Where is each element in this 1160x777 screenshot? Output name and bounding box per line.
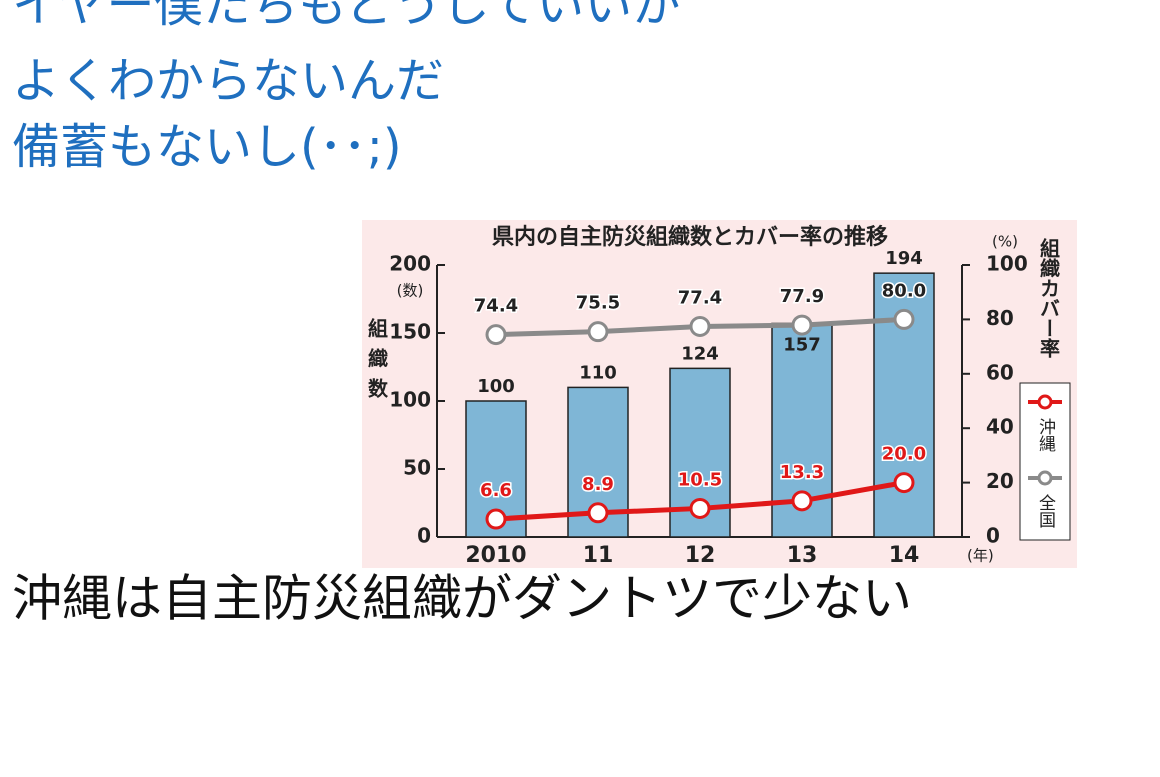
y-tick-label: 0 (417, 524, 431, 548)
point-label: 13.3 (780, 462, 824, 483)
y-unit: (数) (397, 282, 424, 300)
point-label: 6.6 (480, 480, 512, 501)
point (893, 308, 915, 330)
point (893, 472, 915, 494)
bar-label: 157 (783, 334, 821, 355)
x-tick-label: 14 (889, 543, 920, 568)
point-label: 77.4 (678, 287, 722, 308)
y2-tick-label: 40 (986, 415, 1014, 439)
bar-label: 100 (477, 376, 515, 397)
y2-tick-label: 20 (986, 469, 1014, 493)
y2-tick-label: 60 (986, 360, 1014, 384)
point-label: 75.5 (576, 293, 620, 314)
x-tick-label: 12 (685, 543, 716, 568)
y2-unit: (%) (992, 233, 1018, 251)
point (587, 502, 609, 524)
legend-label: 全国 (1035, 494, 1056, 528)
point-label: 20.0 (882, 444, 926, 465)
y2-tick-label: 100 (986, 252, 1028, 276)
point (587, 321, 609, 343)
point-label: 77.9 (780, 286, 824, 307)
point (689, 497, 711, 519)
bar-label: 110 (579, 362, 617, 383)
y-tick-label: 100 (389, 388, 431, 412)
legend-label: 沖縄 (1035, 418, 1056, 452)
point-label: 8.9 (582, 474, 614, 495)
y2-tick-label: 80 (986, 306, 1014, 330)
point (791, 490, 813, 512)
x-unit: (年) (967, 547, 994, 565)
point-label: 80.0 (882, 280, 926, 301)
y2-axis-label: 組織カバー率 (1037, 237, 1061, 359)
point (485, 324, 507, 346)
y2-tick-label: 0 (986, 524, 1000, 548)
x-tick-label: 13 (787, 543, 818, 568)
x-tick-label: 2010 (465, 543, 526, 568)
legend-marker (1037, 470, 1053, 486)
y-tick-label: 150 (389, 320, 431, 344)
slide-line: 備蓄もないし(･･;) (12, 119, 402, 175)
caption: 沖縄は自主防災組織がダントツで少ない (12, 570, 912, 628)
point-label: 10.5 (678, 469, 722, 490)
y-tick-label: 50 (403, 456, 431, 480)
chart-title: 県内の自主防災組織数とカバー率の推移 (492, 224, 888, 250)
bar-label: 194 (885, 248, 923, 269)
slide-line: よくわからないんだ (12, 53, 444, 109)
point (791, 314, 813, 336)
point (485, 508, 507, 530)
point-label: 74.4 (474, 296, 518, 317)
y-tick-label: 200 (389, 252, 431, 276)
x-tick-label: 11 (583, 543, 614, 568)
bar-label: 124 (681, 343, 719, 364)
point (689, 315, 711, 337)
y-axis-label: 組織数 (365, 317, 389, 408)
legend-marker (1037, 394, 1053, 410)
slide-line: イヤー僕たちもどうしていいか (12, 0, 680, 33)
